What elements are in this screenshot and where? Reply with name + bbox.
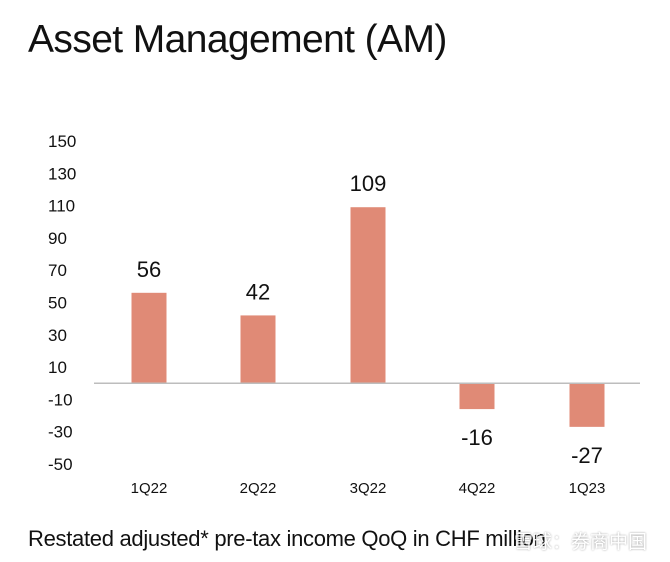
page-title: Asset Management (AM) (28, 18, 447, 61)
data-label: -27 (571, 443, 603, 468)
y-axis-ticks: 150 130 110 90 70 50 30 10 -10 -30 -50 (48, 132, 76, 474)
x-axis-labels: 1Q22 2Q22 3Q22 4Q22 1Q23 (131, 480, 606, 497)
y-tick-label: -30 (48, 423, 73, 442)
bar-2q22 (240, 315, 276, 384)
data-label: 42 (246, 279, 270, 304)
y-tick-label: 110 (48, 197, 75, 216)
y-tick-label: -10 (48, 390, 73, 409)
bar-1q22 (131, 292, 167, 384)
y-tick-label: 70 (48, 261, 67, 280)
chart-caption: Restated adjusted* pre-tax income QoQ in… (28, 526, 546, 551)
x-tick-label: 2Q22 (240, 480, 277, 497)
y-tick-label: 130 (48, 164, 76, 183)
x-tick-label: 1Q22 (131, 480, 168, 497)
y-tick-label: 150 (48, 132, 76, 151)
bar-1q23 (569, 383, 605, 427)
bar-3q22 (350, 207, 386, 384)
data-label: 109 (350, 171, 387, 196)
y-tick-label: 50 (48, 294, 67, 313)
y-tick-label: 10 (48, 358, 67, 377)
data-label: 56 (137, 257, 161, 282)
x-tick-label: 4Q22 (459, 480, 496, 497)
x-tick-label: 1Q23 (569, 480, 606, 497)
bars (131, 207, 605, 427)
y-tick-label: 30 (48, 326, 67, 345)
y-tick-label: 90 (48, 229, 67, 248)
watermark: 雪球：券商中国 (514, 532, 648, 553)
bar-4q22 (459, 383, 495, 410)
data-labels: 56 42 109 -16 -27 (137, 171, 603, 468)
x-tick-label: 3Q22 (350, 480, 387, 497)
data-label: -16 (461, 425, 493, 450)
y-tick-label: -50 (48, 455, 73, 474)
